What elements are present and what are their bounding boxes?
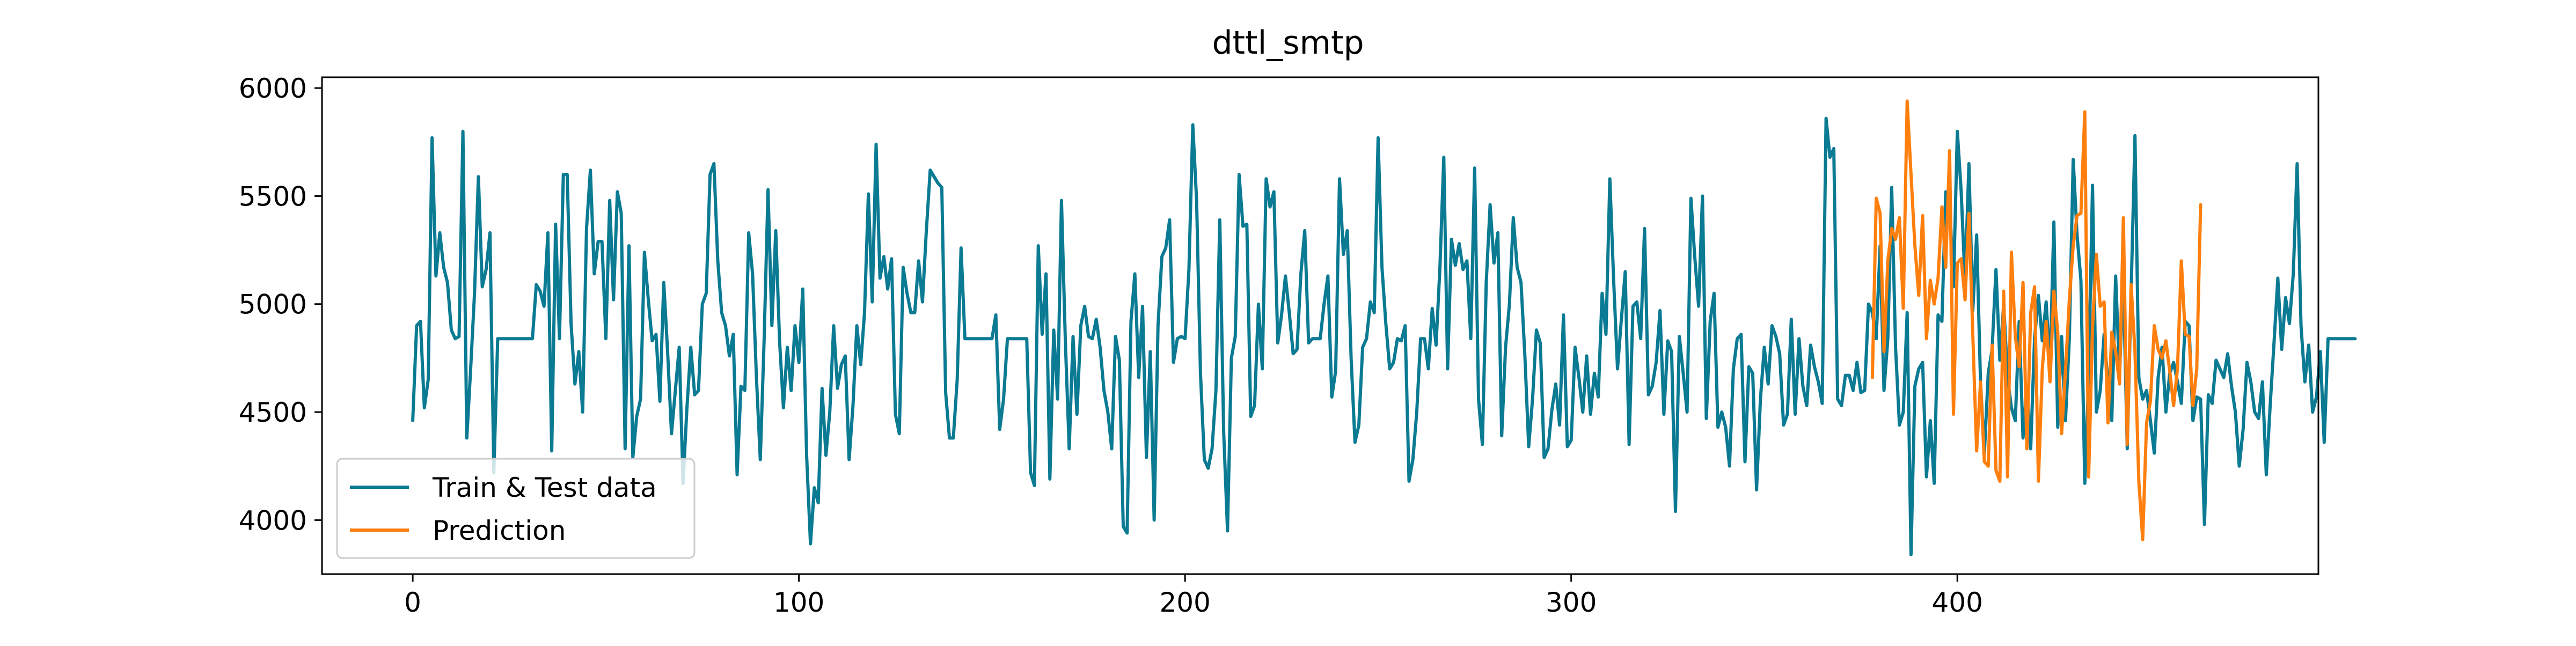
y-tick-label: 6000 — [239, 73, 307, 104]
series-layer — [411, 99, 2357, 556]
chart-title: dttl_smtp — [1212, 24, 1364, 62]
x-tick-label: 0 — [404, 587, 421, 618]
legend-label-train-test: Train & Test data — [432, 472, 657, 503]
plot-area-frame — [321, 76, 2319, 575]
y-tick-label: 4500 — [239, 397, 307, 428]
series-line-0 — [411, 116, 2357, 556]
legend: Train & Test data Prediction — [336, 458, 696, 559]
y-axis: 4000 4500 5000 5500 6000 — [239, 73, 322, 536]
x-tick-label: 100 — [773, 587, 824, 618]
legend-label-prediction: Prediction — [433, 515, 566, 546]
x-tick-label: 200 — [1159, 587, 1210, 618]
y-tick-label: 5000 — [239, 289, 307, 320]
y-tick-label: 5500 — [239, 181, 307, 212]
y-tick-label: 4000 — [239, 505, 307, 536]
x-tick-label: 300 — [1546, 587, 1597, 618]
x-axis: 0 100 200 300 400 — [404, 574, 1983, 618]
series-line-1 — [1870, 99, 2202, 541]
x-tick-label: 400 — [1932, 587, 1983, 618]
legend-box — [336, 458, 696, 559]
